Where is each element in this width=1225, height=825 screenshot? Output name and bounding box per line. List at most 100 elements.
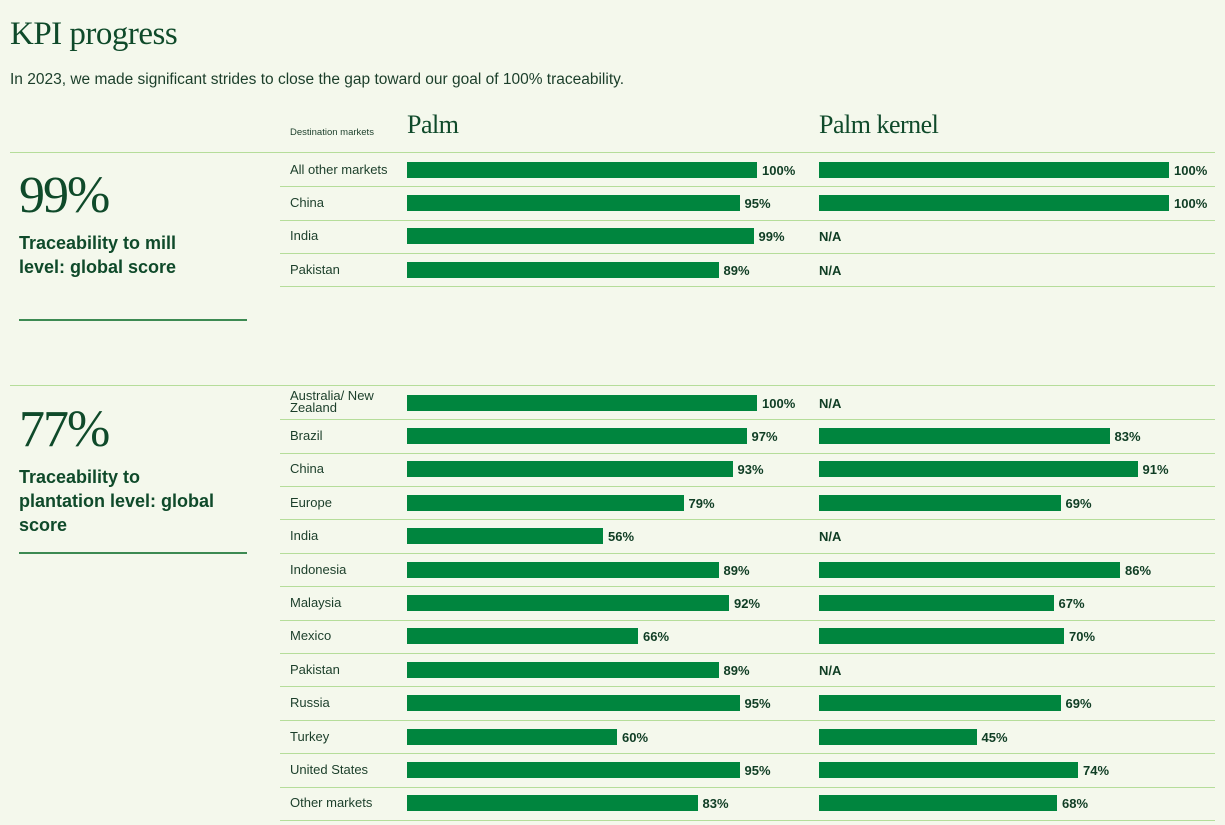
row-divider <box>280 820 1215 821</box>
section-rule-mill <box>10 152 1215 153</box>
value-label-palm: 100% <box>762 395 796 411</box>
value-label-palm-kernel: N/A <box>819 529 842 545</box>
row-divider <box>280 419 1215 421</box>
market-label: Turkey <box>290 728 330 744</box>
value-label-palm-kernel: N/A <box>819 662 842 678</box>
chart-row: Indonesia 89% 86% <box>0 561 1225 578</box>
value-label-palm: 92% <box>734 595 761 611</box>
kpi-value-mill: 99% <box>19 167 110 224</box>
value-label-palm-kernel: 100% <box>1174 162 1208 178</box>
row-divider <box>280 686 1215 688</box>
value-label-palm: 79% <box>688 495 715 511</box>
bar-palm <box>407 594 729 611</box>
value-label-palm: 89% <box>723 562 750 578</box>
kpi-label-plantation: Traceability to plantation level: global… <box>19 467 215 535</box>
value-label-palm: 89% <box>723 262 750 278</box>
value-label-palm-kernel: N/A <box>819 395 842 411</box>
chart-row: China 93% 91% <box>0 461 1225 478</box>
value-label-palm-kernel: 83% <box>1114 428 1141 444</box>
value-label-palm: 100% <box>762 162 796 178</box>
market-label: Malaysia <box>290 594 342 610</box>
bar-palm <box>407 728 617 745</box>
chart-row: India 99% N/A <box>0 228 1225 245</box>
value-label-palm-kernel: 68% <box>1062 796 1089 812</box>
market-label: China <box>290 461 324 477</box>
kpi-underline-mill <box>19 319 247 321</box>
market-label: Brazil <box>290 427 323 443</box>
bar-palm-kernel <box>819 494 1061 511</box>
market-label: United States <box>290 761 369 777</box>
column-header-palm: Palm <box>407 110 459 139</box>
bar-palm <box>407 194 740 211</box>
chart-row: Mexico 66% 70% <box>0 628 1225 645</box>
value-label-palm: 95% <box>744 195 771 211</box>
row-divider <box>280 486 1215 487</box>
chart-row: United States 95% 74% <box>0 761 1225 778</box>
bar-palm-kernel <box>819 461 1138 478</box>
chart-row: All other markets 100% 100% <box>0 161 1225 178</box>
kpi-value-plantation: 77% <box>19 401 110 458</box>
chart-row: Europe 79% 69% <box>0 494 1225 511</box>
kpi-underline-plantation <box>19 552 247 554</box>
chart-row: Turkey 60% 45% <box>0 728 1225 745</box>
bar-palm-kernel <box>819 427 1110 444</box>
market-label: China <box>290 194 324 210</box>
row-divider <box>280 719 1215 721</box>
bar-palm-kernel <box>819 695 1061 712</box>
value-label-palm: 60% <box>622 729 649 745</box>
bar-palm-kernel <box>819 161 1169 178</box>
value-label-palm-kernel: 69% <box>1065 495 1092 511</box>
value-label-palm: 99% <box>758 229 785 245</box>
row-divider <box>280 619 1215 621</box>
chart-row: Other markets 83% 68% <box>0 795 1225 812</box>
bar-palm <box>407 761 740 778</box>
chart-row: Russia 95% 69% <box>0 695 1225 712</box>
market-label: India <box>290 528 319 544</box>
page-subtitle: In 2023, we made significant strides to … <box>10 71 625 88</box>
market-label: Pakistan <box>290 261 340 277</box>
value-label-palm-kernel: 100% <box>1174 195 1208 211</box>
value-label-palm-kernel: N/A <box>819 262 842 278</box>
row-divider <box>280 519 1215 521</box>
value-label-palm-kernel: 86% <box>1125 562 1152 578</box>
section-rule-plantation <box>10 385 1215 386</box>
value-label-palm-kernel: N/A <box>819 229 842 245</box>
chart-row: Pakistan 89% N/A <box>0 661 1225 678</box>
bar-palm-kernel <box>819 594 1054 611</box>
bar-palm-kernel <box>819 194 1169 211</box>
page-title: KPI progress <box>10 16 178 52</box>
row-divider <box>280 653 1215 654</box>
bar-palm-kernel <box>819 561 1120 578</box>
row-divider <box>280 452 1215 454</box>
column-header-palm-kernel: Palm kernel <box>819 110 939 139</box>
bar-palm <box>407 494 684 511</box>
bar-palm <box>407 228 754 245</box>
value-label-palm: 95% <box>744 762 771 778</box>
destination-markets-header: Destination markets <box>290 127 374 138</box>
value-label-palm-kernel: 74% <box>1083 762 1110 778</box>
bar-palm <box>407 427 747 444</box>
value-label-palm: 89% <box>723 662 750 678</box>
value-label-palm-kernel: 45% <box>981 729 1008 745</box>
chart-row: Malaysia 92% 67% <box>0 594 1225 611</box>
chart-row: Brazil 97% 83% <box>0 427 1225 444</box>
bar-palm-kernel <box>819 761 1078 778</box>
value-label-palm-kernel: 70% <box>1069 629 1096 645</box>
market-label: Europe <box>290 494 332 510</box>
bar-palm-kernel <box>819 795 1057 812</box>
value-label-palm: 93% <box>737 462 764 478</box>
row-divider <box>280 253 1215 254</box>
value-label-palm-kernel: 67% <box>1058 595 1085 611</box>
value-label-palm: 56% <box>608 529 635 545</box>
row-divider <box>280 219 1215 221</box>
market-label: Other markets <box>290 795 373 811</box>
market-label: India <box>290 228 319 244</box>
market-label: Pakistan <box>290 661 340 677</box>
market-label: Australia/ New Zealand <box>290 387 374 415</box>
market-label: Indonesia <box>290 561 347 577</box>
bar-palm <box>407 461 733 478</box>
chart-row: China 95% 100% <box>0 194 1225 211</box>
bar-palm <box>407 695 740 712</box>
chart-row: Pakistan 89% N/A <box>0 261 1225 278</box>
row-divider <box>280 286 1215 288</box>
